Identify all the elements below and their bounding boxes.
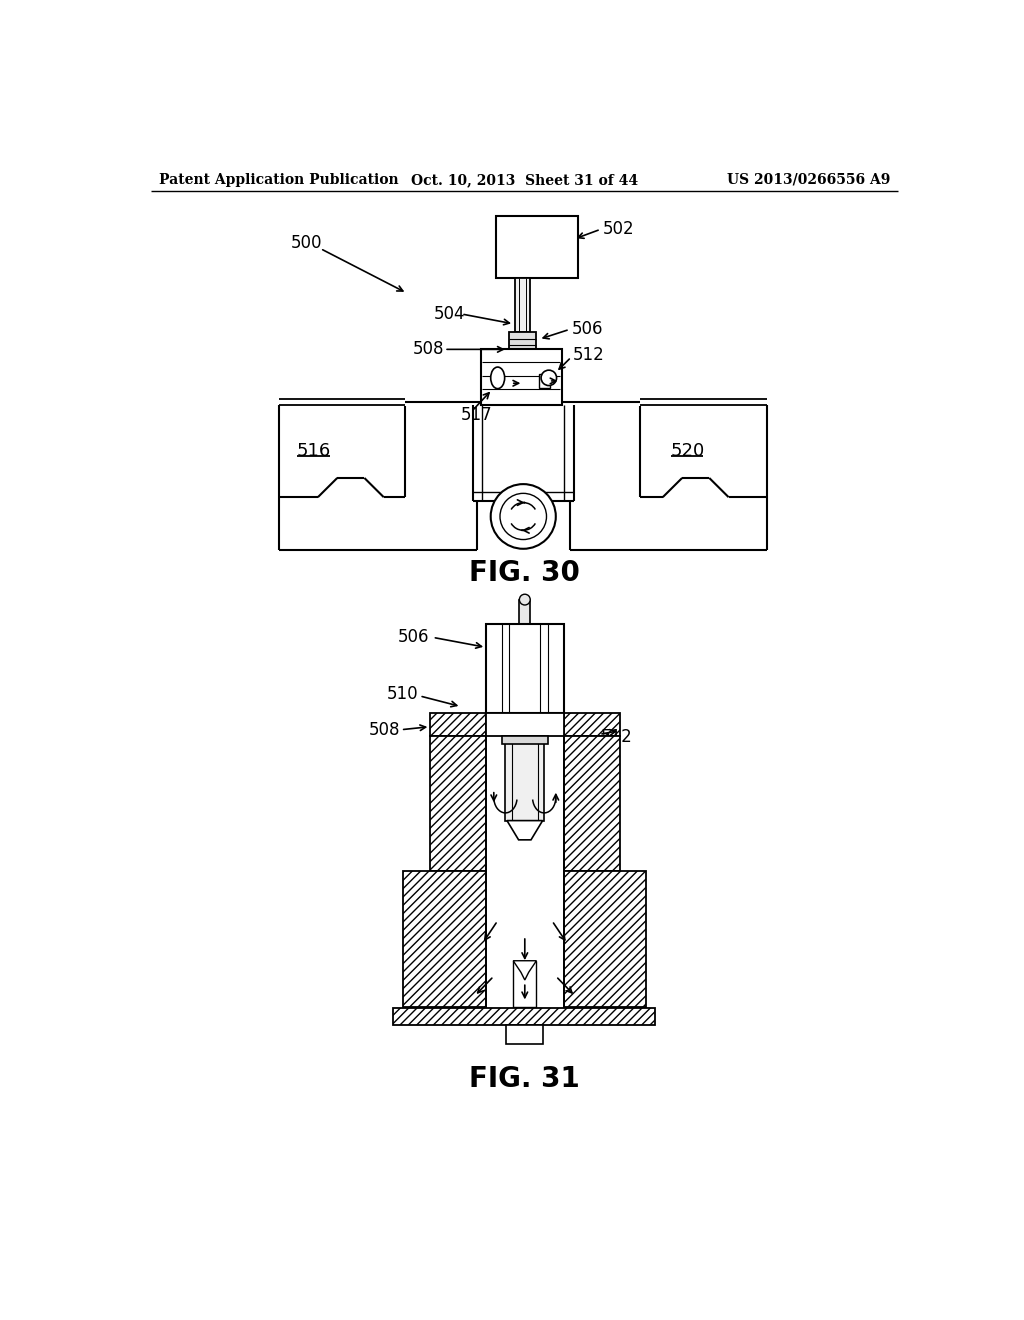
Bar [430,737,486,871]
Bar [403,871,486,1007]
Circle shape [519,594,530,605]
Text: 517: 517 [461,405,493,424]
Text: 512: 512 [572,346,604,364]
Polygon shape [507,821,543,840]
Text: FIG. 31: FIG. 31 [469,1064,581,1093]
Text: 512: 512 [601,729,633,746]
Text: 516: 516 [297,442,331,459]
Bar [519,599,530,624]
Bar [513,961,537,1007]
Polygon shape [513,961,537,979]
Bar [563,871,646,1007]
Bar [430,713,486,737]
Circle shape [490,484,556,549]
Text: 508: 508 [414,341,444,358]
Text: US 2013/0266556 A9: US 2013/0266556 A9 [727,173,891,187]
Bar [506,1024,544,1044]
Text: 510: 510 [387,685,419,702]
Circle shape [500,494,547,540]
Bar [486,624,563,713]
Bar [486,713,563,737]
Bar [393,1007,655,1024]
Text: 520: 520 [671,442,705,459]
Bar [563,713,621,737]
Bar [496,216,578,277]
Bar [509,331,537,351]
Bar [480,350,562,405]
Ellipse shape [490,367,505,388]
Text: 508: 508 [369,721,399,739]
Text: Patent Application Publication: Patent Application Publication [159,173,398,187]
Text: 500: 500 [291,234,323,252]
Bar [563,737,621,871]
Text: 504: 504 [434,305,466,323]
Text: FIG. 30: FIG. 30 [469,558,581,586]
Bar [539,374,550,388]
Text: Oct. 10, 2013  Sheet 31 of 44: Oct. 10, 2013 Sheet 31 of 44 [412,173,638,187]
Circle shape [541,370,557,385]
Text: 506: 506 [397,628,429,647]
Bar [515,277,530,331]
Text: 506: 506 [571,321,603,338]
Bar [506,737,544,821]
Bar [502,737,548,743]
Text: 502: 502 [602,220,634,238]
